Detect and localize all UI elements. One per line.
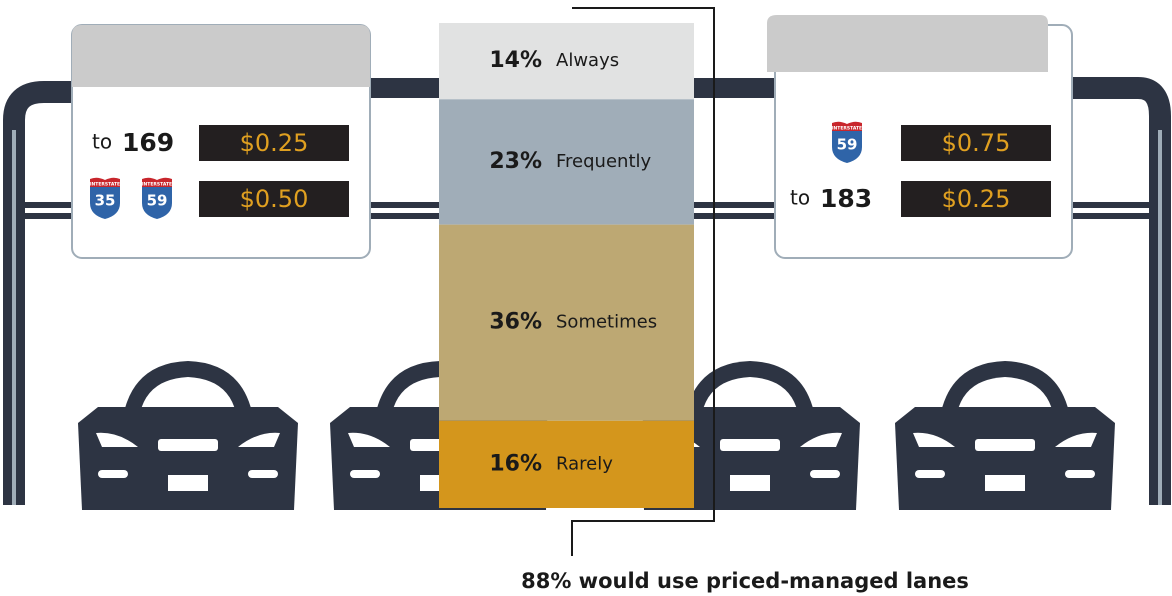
value-label: 16%	[489, 451, 542, 476]
stacked-bar: 14% Always 23% Frequently 36% Sometimes 16% Rar…	[439, 23, 694, 508]
car	[895, 361, 1115, 510]
to-label: to	[92, 130, 112, 154]
shield-number: 59	[837, 136, 858, 154]
segment-label: Sometimes	[556, 312, 657, 333]
shield-number: 59	[147, 192, 168, 210]
shield-top-label: INTERSTATE	[90, 182, 120, 188]
segment-label: Always	[556, 50, 619, 71]
interstate-shield: INTERSTATE 59	[142, 178, 172, 219]
interstate-shield: INTERSTATE 35	[90, 178, 120, 219]
price: $0.50	[240, 185, 309, 213]
page: {"chart_data": {"type": "stacked-bar", "…	[0, 0, 1172, 596]
price: $0.25	[240, 129, 309, 157]
shield-number: 35	[95, 192, 116, 210]
value-label: 36%	[489, 310, 542, 335]
shield-top-label: INTERSTATE	[142, 182, 172, 188]
price: $0.75	[942, 129, 1011, 157]
segment-label: Frequently	[556, 151, 651, 172]
segment-label: Rarely	[556, 453, 613, 474]
route-number: 169	[122, 128, 174, 157]
value-label: 23%	[489, 149, 542, 174]
value-label: 14%	[489, 48, 542, 73]
infographic: $0.25 to 169 $0.50 INTERSTATE 35 INTERSTATE 59 $…	[0, 0, 1172, 596]
annotation: 88% would use priced-managed lanes	[521, 569, 969, 593]
route-number: 183	[820, 184, 872, 213]
car	[78, 361, 298, 510]
interstate-shield: INTERSTATE 59	[832, 122, 862, 163]
price: $0.25	[942, 185, 1011, 213]
shield-top-label: INTERSTATE	[832, 126, 862, 132]
to-label: to	[790, 186, 810, 210]
